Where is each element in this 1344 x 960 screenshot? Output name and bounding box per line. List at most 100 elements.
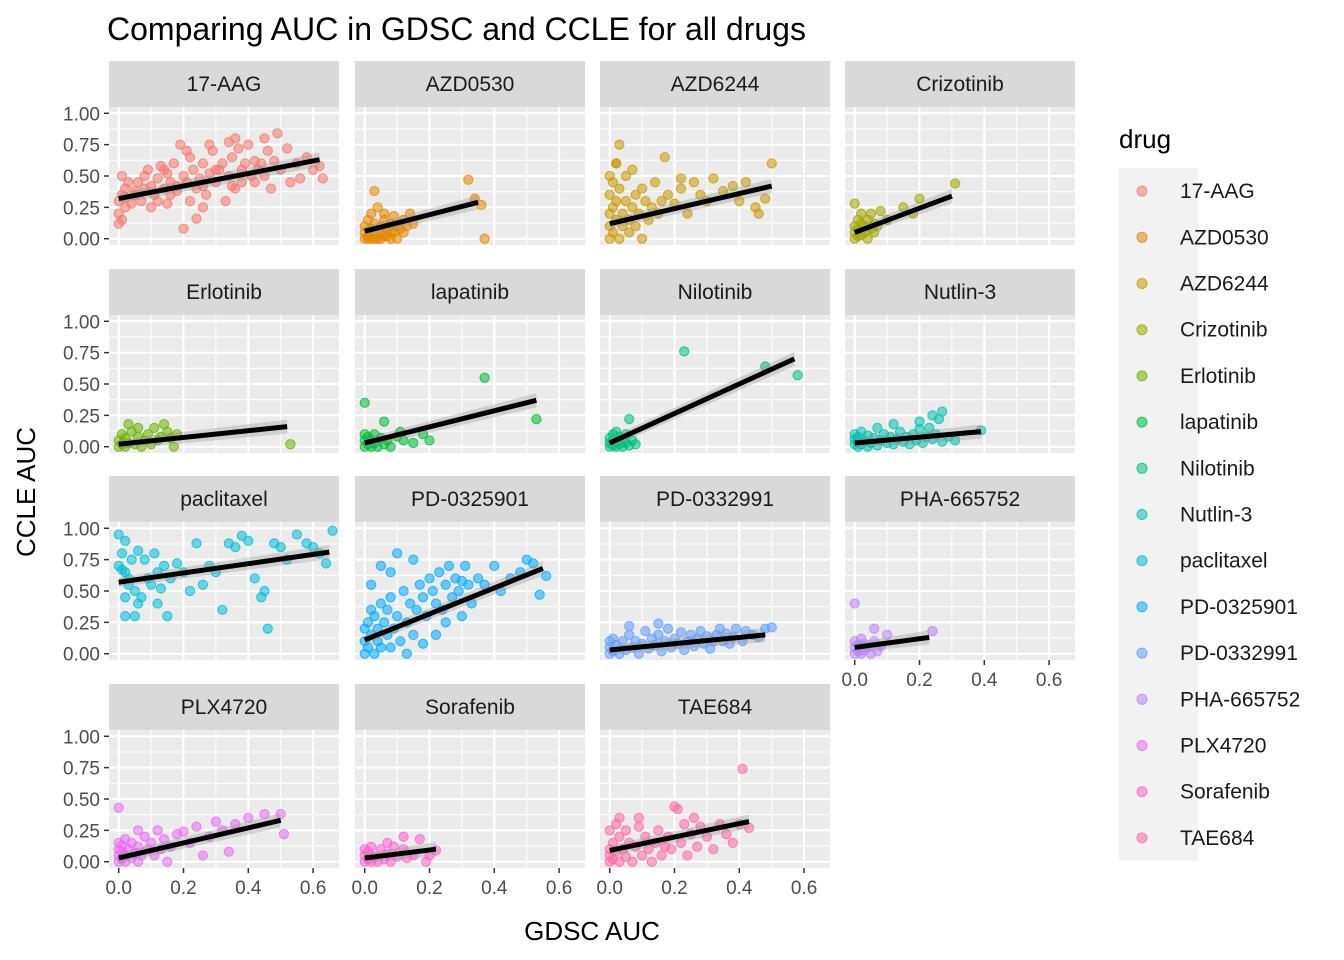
data-point [627,164,638,175]
legend-label: Nutlin-3 [1180,504,1252,527]
data-point [411,604,422,615]
data-point [882,629,893,641]
data-point [392,610,403,622]
legend-key [1136,185,1148,197]
data-point [223,137,234,148]
data-point [362,617,374,628]
data-point [456,610,468,622]
data-point [637,233,648,244]
data-point [120,535,131,546]
data-point [688,812,700,823]
data-point [760,193,771,204]
y-tick-label: 1.00 [63,312,100,333]
data-point [249,177,260,188]
legend-label: AZD0530 [1180,226,1269,249]
data-point [440,617,451,628]
facet-strip [600,476,830,522]
data-point [624,621,635,632]
legend-label: PD-0332991 [1180,642,1298,665]
facet-strip-label: AZD6244 [671,73,760,96]
facet-panel-tae684: TAE684 0.0 0.2 0.4 0.6 [597,684,830,899]
data-point [120,592,131,603]
facet-strip-label: TAE684 [678,696,753,719]
data-point [123,419,134,430]
data-point [265,183,277,194]
legend-label: AZD6244 [1180,273,1269,296]
x-tick-label: 0.2 [416,878,442,899]
legend-item-nilotinib: Nilotinib [1136,457,1255,480]
data-point [133,825,144,836]
data-point [633,821,644,832]
data-point [259,585,270,597]
data-point [424,573,435,584]
facet-panel-pd-0325901: PD-0325901 [355,476,585,660]
data-point [620,195,632,207]
data-point [162,856,173,867]
data-point [924,422,935,434]
data-point [291,529,302,540]
facet-strip-label: AZD0530 [426,73,515,96]
data-point [272,128,283,139]
data-point [417,592,429,603]
data-point [620,170,632,182]
data-point [278,829,290,840]
data-point [630,189,641,200]
data-point [230,541,241,553]
facet-strip-label: PHA-665752 [900,488,1020,511]
data-point [116,170,128,182]
facet-strip-label: PLX4720 [181,696,267,719]
data-point [675,837,687,849]
data-point [162,610,173,622]
data-point [191,538,202,549]
data-point [679,644,690,656]
facet-strip [109,476,339,522]
data-point [927,626,938,637]
x-tick-label: 0.6 [546,878,572,899]
data-point [675,183,687,194]
data-point [275,541,286,553]
data-point [282,143,293,154]
facet-panel-paclitaxel: paclitaxel 0.00 0.25 0.50 0.75 1.00 [63,476,339,666]
data-point [875,206,886,217]
facet-panel-crizotinib: Crizotinib [845,61,1075,245]
y-tick-label: 1.00 [63,104,100,125]
data-point [223,846,234,857]
data-point [133,177,144,188]
legend-key [1136,370,1148,382]
data-point [236,177,247,188]
facet-strip [109,61,339,107]
data-point [369,648,380,659]
data-point [239,158,251,169]
data-point [653,825,664,836]
legend-label: Sorafenib [1180,781,1270,804]
data-point [375,598,387,609]
legend-item-tae684: TAE684 [1136,827,1255,850]
data-point [753,208,764,219]
data-point [937,406,948,417]
data-point [197,579,209,590]
data-point [197,850,209,861]
legend-key [1136,324,1148,336]
legend-key [1136,832,1148,844]
data-point [285,177,296,188]
data-point [721,829,732,840]
data-point [158,164,170,175]
data-point [614,812,625,823]
y-tick-label: 0.25 [63,821,100,842]
legend-item-azd6244: AZD6244 [1136,273,1269,296]
legend-key [1136,416,1148,428]
data-point [447,592,458,603]
data-point [168,441,179,452]
data-point [624,227,635,238]
data-point [285,439,296,450]
data-point [534,589,545,600]
data-point [178,223,189,234]
legend-label: paclitaxel [1180,550,1268,573]
data-point [155,583,166,594]
x-tick-label: 0.2 [661,878,687,899]
data-point [392,548,403,559]
legend-key [1136,647,1148,659]
data-point [453,585,464,597]
legend-item-17-aag: 17-AAG [1136,180,1255,203]
y-tick-label: 0.75 [63,759,100,780]
